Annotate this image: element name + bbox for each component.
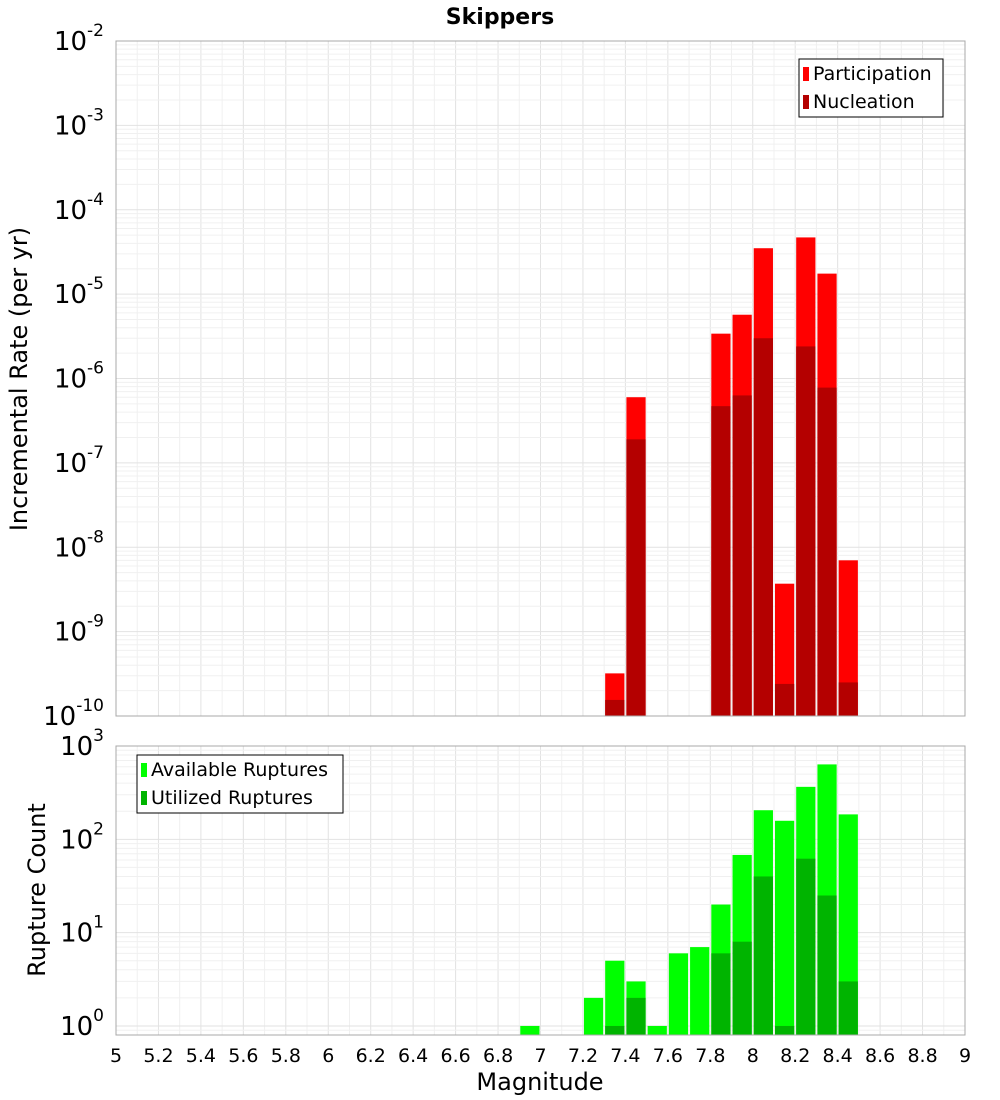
bar-nucleation xyxy=(626,439,646,716)
bottom-panel-y-ticks: 100 101 102 103 xyxy=(60,726,104,1042)
top-panel-y-ticks: 10-10 10-9 10-8 10-7 10-6 10-5 10-4 10-3 10-2 xyxy=(43,21,104,732)
bar-available-ruptures xyxy=(668,953,689,1035)
x-tick-label: 6.8 xyxy=(483,1045,513,1067)
bar-available-ruptures xyxy=(605,960,625,1035)
bar-available-ruptures xyxy=(520,1025,540,1035)
bar-participation xyxy=(774,583,795,716)
x-tick-label: 8.6 xyxy=(865,1045,895,1067)
bar-available-ruptures xyxy=(583,997,604,1035)
bar-available-ruptures xyxy=(690,947,710,1035)
bar-nucleation xyxy=(711,406,731,716)
bar-nucleation xyxy=(817,387,837,716)
bar-utilized-ruptures xyxy=(774,1025,795,1035)
y-tick-label: 10-8 xyxy=(54,527,104,563)
x-tick-label: 5 xyxy=(110,1045,122,1067)
bar-utilized-ruptures xyxy=(796,858,816,1035)
x-tick-label: 8.8 xyxy=(907,1045,937,1067)
top-legend: Participation Nucleation xyxy=(798,58,944,118)
top-legend-box xyxy=(798,58,944,118)
y-tick-label: 10-3 xyxy=(54,105,104,141)
bar-available-ruptures xyxy=(838,814,858,1035)
bottom-panel-bars xyxy=(520,764,858,1035)
bar-nucleation xyxy=(605,699,625,716)
bar-utilized-ruptures xyxy=(753,876,773,1035)
y-tick-label: 10-10 xyxy=(43,696,104,732)
bar-nucleation xyxy=(774,683,795,716)
bar-utilized-ruptures xyxy=(605,1025,625,1035)
top-panel-grid xyxy=(115,40,966,717)
bar-available-ruptures xyxy=(774,820,795,1035)
y-tick-label: 10-7 xyxy=(54,443,104,479)
bar-utilized-ruptures xyxy=(626,997,646,1035)
top-y-axis-label: Incremental Rate (per yr) xyxy=(5,227,33,531)
bottom-legend: Available Ruptures Utilized Ruptures xyxy=(136,754,344,814)
bar-utilized-ruptures xyxy=(817,895,837,1035)
x-tick-label: 7.8 xyxy=(695,1045,725,1067)
x-tick-label: 7.2 xyxy=(568,1045,598,1067)
legend-swatch-available xyxy=(141,763,147,777)
x-tick-label: 9 xyxy=(959,1045,971,1067)
bar-nucleation xyxy=(838,682,858,716)
y-tick-label: 10-4 xyxy=(54,190,104,226)
bar-nucleation xyxy=(753,338,773,716)
y-tick-label: 100 xyxy=(60,1006,104,1042)
y-tick-label: 102 xyxy=(60,819,104,855)
y-tick-label: 10-2 xyxy=(54,21,104,57)
bar-utilized-ruptures xyxy=(732,941,752,1035)
legend-label-utilized: Utilized Ruptures xyxy=(151,787,313,809)
x-tick-label: 6.4 xyxy=(398,1045,428,1067)
bar-utilized-ruptures xyxy=(838,981,858,1035)
x-tick-label: 5.8 xyxy=(271,1045,301,1067)
bar-nucleation xyxy=(732,395,752,716)
x-tick-label: 7.4 xyxy=(610,1045,640,1067)
chart-title: Skippers xyxy=(446,5,554,30)
x-tick-label: 8 xyxy=(747,1045,759,1067)
legend-label-nucleation: Nucleation xyxy=(813,91,915,113)
x-tick-label: 8.2 xyxy=(780,1045,810,1067)
x-tick-label: 6 xyxy=(322,1045,334,1067)
y-tick-label: 10-9 xyxy=(54,612,104,648)
y-tick-label: 103 xyxy=(60,726,104,762)
x-tick-label: 7 xyxy=(534,1045,546,1067)
y-tick-label: 10-6 xyxy=(54,359,104,395)
x-tick-label: 6.2 xyxy=(356,1045,386,1067)
bar-utilized-ruptures xyxy=(711,953,731,1035)
legend-label-participation: Participation xyxy=(813,63,932,85)
x-axis-label: Magnitude xyxy=(476,1068,603,1096)
legend-swatch-utilized xyxy=(141,791,147,805)
x-axis-ticks: 5 5.2 5.4 5.6 5.8 6 6.2 6.4 6.6 6.8 7 7.2 7.4 7.6 7.8 8… xyxy=(110,1045,971,1067)
legend-swatch-participation xyxy=(803,67,809,81)
bar-available-ruptures xyxy=(647,1025,667,1035)
bar-participation xyxy=(838,560,858,716)
bottom-panel-frame xyxy=(115,745,966,1036)
x-tick-label: 5.6 xyxy=(228,1045,258,1067)
x-tick-label: 6.6 xyxy=(440,1045,470,1067)
y-tick-label: 101 xyxy=(60,913,104,949)
x-tick-label: 7.6 xyxy=(653,1045,683,1067)
x-tick-label: 5.2 xyxy=(143,1045,173,1067)
legend-label-available: Available Ruptures xyxy=(151,759,328,781)
x-tick-label: 8.4 xyxy=(823,1045,853,1067)
legend-swatch-nucleation xyxy=(803,95,809,109)
x-tick-label: 5.4 xyxy=(186,1045,216,1067)
bottom-legend-box xyxy=(136,754,344,814)
top-panel-bars xyxy=(605,237,858,717)
bottom-y-axis-label: Rupture Count xyxy=(23,803,51,977)
top-panel-frame xyxy=(115,40,966,717)
y-tick-label: 10-5 xyxy=(54,274,104,310)
bar-nucleation xyxy=(796,346,816,716)
